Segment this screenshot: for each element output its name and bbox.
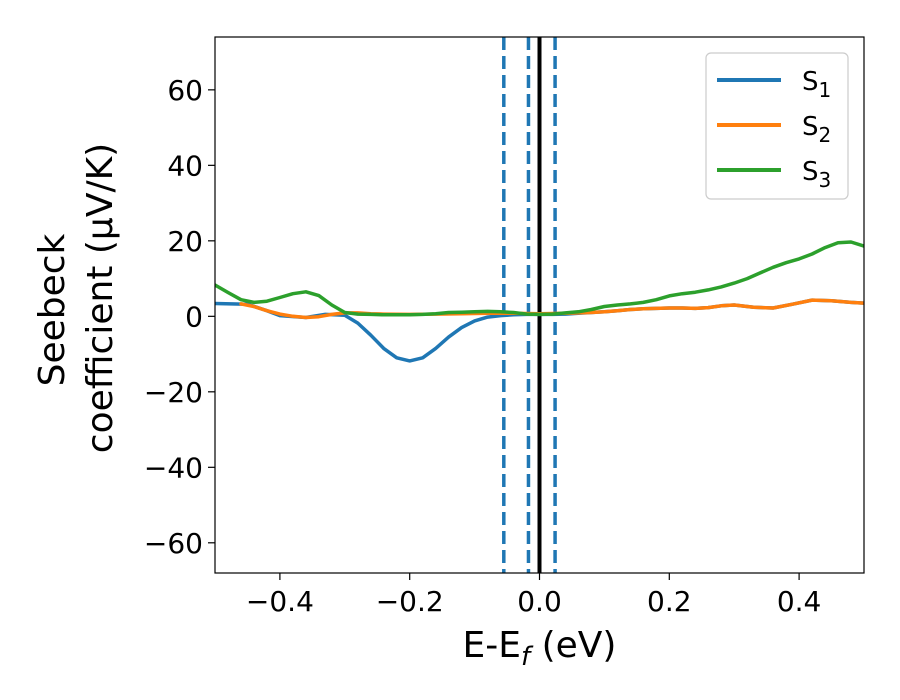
plot-frame [214,36,865,574]
y-tick-label: 0 [185,300,203,333]
x-axis: −0.4 −0.2 0.0 0.2 0.4 [246,573,821,618]
legend-label-s2: S2 [802,112,831,147]
y-tick-label: 20 [167,225,203,258]
y-tick-label: −20 [144,376,203,409]
x-tick-label: −0.2 [376,585,444,618]
x-tick-label: 0.2 [647,585,692,618]
x-axis-label-main: E-E [463,625,521,666]
legend-label-subscript: 2 [819,123,832,147]
legend-label-name: S [802,112,819,142]
y-tick-label: 60 [167,74,203,107]
y-axis-label-line2: coefficient (μV/K) [80,143,121,453]
x-axis-label-unit: (eV) [530,625,616,666]
legend-label-subscript: 1 [819,78,832,102]
x-tick-label: 0.4 [777,585,822,618]
legend-label-name: S [802,67,819,97]
x-tick-label: 0.0 [517,585,562,618]
legend-label-name: S [802,157,819,187]
legend-label-subscript: 3 [819,168,832,192]
x-tick-label: −0.4 [246,585,314,618]
plot-area [215,37,864,573]
y-tick-label: −40 [144,451,203,484]
y-axis-label-line1: Seebeck [32,233,73,386]
y-tick-label: −60 [144,527,203,560]
legend-label-s1: S1 [802,67,831,102]
y-axis: −60 −40 −20 0 20 40 60 [144,74,215,560]
y-tick-label: 40 [167,149,203,182]
y-axis-label: Seebeck coefficient (μV/K) [32,143,121,453]
series-line-s3 [215,240,864,317]
x-axis-label: E-Ef (eV) [463,625,617,672]
legend-label-s3: S3 [802,157,831,192]
